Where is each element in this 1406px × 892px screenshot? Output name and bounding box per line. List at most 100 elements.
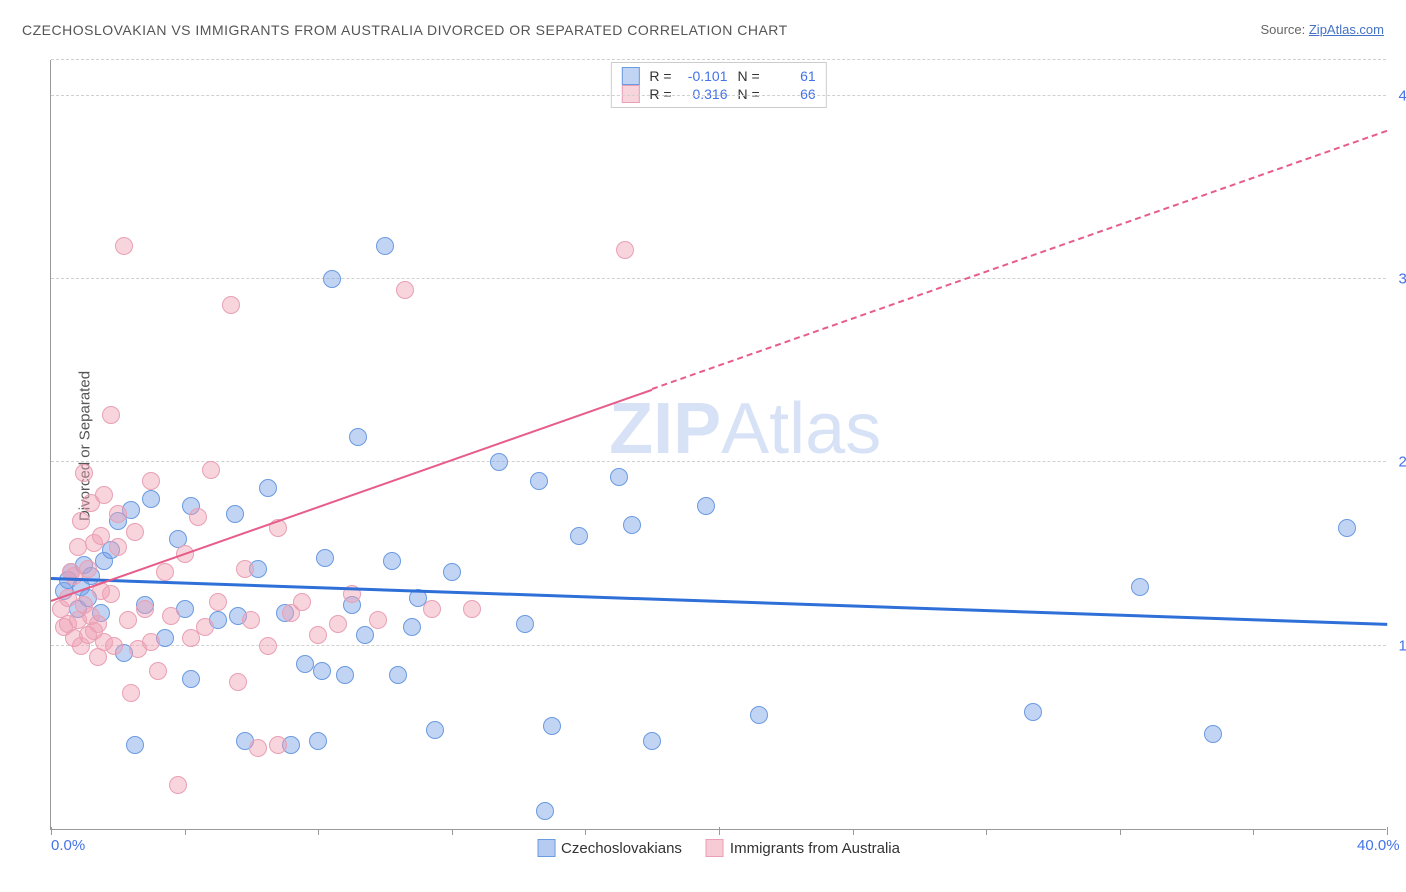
trendline [652, 130, 1387, 390]
data-point [1338, 519, 1356, 537]
data-point [209, 593, 227, 611]
data-point [269, 736, 287, 754]
data-point [610, 468, 628, 486]
data-point [169, 776, 187, 794]
legend-n-value: 61 [766, 68, 816, 84]
data-point [463, 600, 481, 618]
x-tick-minor [185, 829, 186, 835]
x-tick-minor [853, 829, 854, 835]
legend-r-value: -0.101 [678, 68, 728, 84]
data-point [1204, 725, 1222, 743]
data-point [75, 464, 93, 482]
data-point [126, 523, 144, 541]
data-point [293, 593, 311, 611]
x-tick-minor [585, 829, 586, 835]
data-point [259, 479, 277, 497]
data-point [329, 615, 347, 633]
data-point [443, 563, 461, 581]
data-point [750, 706, 768, 724]
data-point [396, 281, 414, 299]
data-point [1024, 703, 1042, 721]
data-point [309, 626, 327, 644]
gridline [51, 278, 1386, 279]
trendline [51, 389, 653, 602]
y-tick-label: 40.0% [1398, 87, 1406, 104]
data-point [136, 600, 154, 618]
data-point [426, 721, 444, 739]
x-tick-minor [1253, 829, 1254, 835]
data-point [376, 237, 394, 255]
data-point [309, 732, 327, 750]
watermark-zip: ZIP [609, 389, 721, 469]
data-point [109, 538, 127, 556]
source-link[interactable]: ZipAtlas.com [1309, 22, 1384, 37]
data-point [115, 237, 133, 255]
data-point [697, 497, 715, 515]
data-point [142, 472, 160, 490]
data-point [389, 666, 407, 684]
data-point [119, 611, 137, 629]
data-point [623, 516, 641, 534]
x-tick-label: 40.0% [1357, 837, 1400, 854]
data-point [102, 585, 120, 603]
data-point [122, 684, 140, 702]
data-point [242, 611, 260, 629]
legend-row: R = -0.101 N = 61 [621, 67, 815, 85]
data-point [95, 486, 113, 504]
data-point [543, 717, 561, 735]
data-point [249, 739, 267, 757]
data-point [349, 428, 367, 446]
data-point [336, 666, 354, 684]
y-tick-label: 30.0% [1398, 271, 1406, 288]
legend-r-label: R = [649, 68, 671, 84]
data-point [423, 600, 441, 618]
x-tick-minor [986, 829, 987, 835]
legend-swatch [706, 839, 724, 857]
source-prefix: Source: [1260, 22, 1308, 37]
y-tick-label: 20.0% [1398, 454, 1406, 471]
data-point [313, 662, 331, 680]
gridline [51, 59, 1386, 60]
watermark-atlas: Atlas [721, 389, 881, 469]
data-point [202, 461, 220, 479]
legend-swatch [537, 839, 555, 857]
x-tick [1387, 827, 1388, 835]
y-tick-label: 10.0% [1398, 637, 1406, 654]
x-tick [719, 827, 720, 835]
data-point [226, 505, 244, 523]
data-point [383, 552, 401, 570]
data-point [296, 655, 314, 673]
data-point [1131, 578, 1149, 596]
data-point [643, 732, 661, 750]
data-point [616, 241, 634, 259]
data-point [222, 296, 240, 314]
x-tick-minor [452, 829, 453, 835]
gridline [51, 461, 1386, 462]
gridline [51, 95, 1386, 96]
data-point [356, 626, 374, 644]
data-point [403, 618, 421, 636]
data-point [72, 512, 90, 530]
x-tick-minor [318, 829, 319, 835]
x-tick-label: 0.0% [51, 837, 85, 854]
data-point [369, 611, 387, 629]
data-point [316, 549, 334, 567]
legend-swatch [621, 67, 639, 85]
legend-label: Immigrants from Australia [730, 840, 900, 857]
data-point [102, 406, 120, 424]
data-point [142, 633, 160, 651]
data-point [92, 527, 110, 545]
series-legend: Czechoslovakians Immigrants from Australi… [537, 839, 900, 857]
watermark: ZIPAtlas [609, 388, 881, 470]
data-point [126, 736, 144, 754]
data-point [79, 560, 97, 578]
data-point [189, 508, 207, 526]
data-point [109, 505, 127, 523]
data-point [536, 802, 554, 820]
data-point [69, 538, 87, 556]
data-point [530, 472, 548, 490]
source-attribution: Source: ZipAtlas.com [1260, 22, 1384, 37]
data-point [105, 637, 123, 655]
data-point [259, 637, 277, 655]
legend-item: Czechoslovakians [537, 839, 682, 857]
